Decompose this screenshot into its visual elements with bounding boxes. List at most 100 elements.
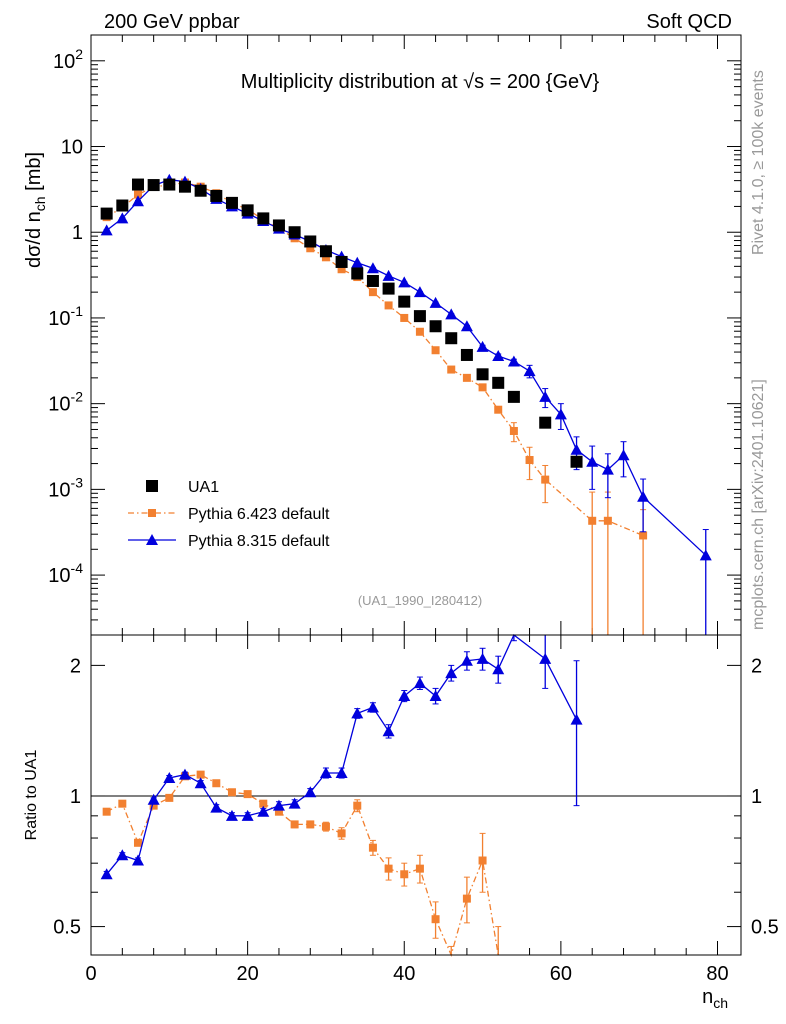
ratio-y-tick-label-right: 0.5 (751, 917, 779, 939)
data-point-ua1 (366, 274, 379, 287)
ratio-y-axis-label: Ratio to UA1 (23, 750, 40, 841)
data-point-pythia8 (586, 455, 599, 467)
data-point-pythia8 (382, 269, 395, 281)
data-point-pythia8 (257, 805, 270, 817)
data-point-pythia8 (492, 663, 505, 675)
data-point-pythia6 (588, 516, 597, 525)
data-point-pythia6 (384, 301, 393, 310)
data-point-pythia6 (259, 799, 268, 808)
data-point-pythia8 (429, 296, 442, 308)
data-point-pythia6 (337, 829, 346, 838)
data-point-pythia6 (400, 313, 409, 322)
data-point-ua1 (178, 180, 191, 193)
legend-marker-ua1 (146, 480, 158, 492)
data-point-pythia8 (241, 809, 254, 821)
data-point-ua1 (382, 282, 395, 295)
data-point-pythia8 (382, 725, 395, 737)
data-point-pythia6 (400, 870, 409, 879)
y-tick-label: 10 (61, 137, 83, 159)
data-point-ua1 (351, 267, 364, 280)
data-point-pythia8 (570, 443, 583, 455)
data-point-pythia6 (478, 383, 487, 392)
data-point-pythia8 (617, 449, 630, 461)
data-point-pythia6 (509, 426, 518, 435)
ratio-series (100, 633, 583, 957)
legend-item-pythia6: Pythia 6.423 default (128, 506, 330, 523)
data-point-pythia8 (413, 286, 426, 298)
data-point-ua1 (100, 207, 113, 220)
y-tick-label: 10-1 (48, 303, 83, 330)
data-point-pythia8 (476, 340, 489, 352)
data-point-pythia8 (445, 308, 458, 320)
data-point-pythia8 (163, 772, 176, 784)
data-point-ua1 (507, 390, 520, 403)
data-point-pythia8 (699, 549, 712, 561)
ratio-y-tick-label-right: 1 (751, 786, 762, 808)
data-point-pythia6 (494, 405, 503, 414)
data-point-pythia8 (554, 408, 567, 420)
data-point-pythia8 (351, 256, 364, 268)
data-point-pythia8 (210, 801, 223, 813)
data-point-ua1 (398, 295, 411, 308)
data-point-pythia8 (319, 766, 332, 778)
data-point-ua1 (131, 178, 144, 191)
data-point-pythia8 (539, 390, 552, 402)
data-point-ua1 (288, 226, 301, 239)
ratio-panel: Ratio to UA1 0 20 40 60 80 0.5 0.5 1 1 2 2 (23, 633, 779, 985)
data-point-pythia6 (541, 475, 550, 484)
data-point-ua1 (163, 178, 176, 191)
data-point-pythia8 (492, 349, 505, 361)
data-point-pythia6 (306, 244, 315, 253)
data-point-ua1 (257, 212, 270, 225)
y-tick-label: 10-2 (48, 389, 83, 416)
data-point-ua1 (304, 235, 317, 248)
x-tick-label: 0 (85, 963, 96, 985)
data-point-ua1 (429, 320, 442, 333)
y-axis-label: dσ/d nch [mb] (23, 152, 48, 268)
data-point-ua1 (147, 179, 160, 192)
data-point-pythia6 (212, 779, 221, 788)
data-point-ua1 (445, 332, 458, 345)
data-point-pythia6 (431, 346, 440, 355)
data-point-pythia6 (462, 373, 471, 382)
data-point-pythia6 (133, 190, 142, 199)
data-point-pythia6 (196, 770, 205, 779)
legend-item-ua1: UA1 (146, 479, 219, 496)
x-tick-label: 60 (550, 963, 572, 985)
data-point-pythia6 (149, 801, 158, 810)
data-point-pythia8 (178, 768, 191, 780)
data-point-pythia6 (368, 843, 377, 852)
main-title: Multiplicity distribution at √s = 200 {G… (241, 71, 600, 93)
data-point-pythia8 (194, 777, 207, 789)
data-point-pythia8 (570, 713, 583, 725)
legend-label-pythia8: Pythia 8.315 default (188, 533, 330, 550)
x-tick-label: 40 (393, 963, 415, 985)
data-point-pythia8 (523, 365, 536, 377)
data-point-ua1 (225, 196, 238, 209)
ratio-y-tick-label: 2 (70, 655, 81, 677)
data-point-pythia6 (368, 288, 377, 297)
header-left: 200 GeV ppbar (104, 11, 240, 33)
data-point-pythia8 (100, 224, 113, 236)
mcplots-label: mcplots.cern.ch [arXiv:2401.10621] (750, 379, 767, 630)
rivet-label: Rivet 4.1.0, ≥ 100k events (750, 70, 767, 255)
data-point-pythia6 (337, 265, 346, 274)
ratio-plot-frame (90, 634, 742, 956)
data-point-pythia6 (290, 820, 299, 829)
data-point-ua1 (335, 255, 348, 268)
data-point-pythia6 (525, 456, 534, 465)
data-point-pythia6 (478, 856, 487, 865)
main-panel: Multiplicity distribution at √s = 200 {G… (23, 34, 742, 636)
legend-marker-pythia8 (146, 534, 158, 545)
data-point-pythia8 (413, 677, 426, 689)
data-point-pythia8 (460, 320, 473, 332)
data-point-pythia8 (398, 276, 411, 288)
legend-label-ua1: UA1 (188, 479, 219, 496)
data-point-pythia6 (227, 788, 236, 797)
data-point-ua1 (570, 455, 583, 468)
data-point-ua1 (319, 245, 332, 258)
main-series (100, 173, 712, 635)
data-point-pythia8 (225, 809, 238, 821)
data-point-pythia6 (603, 516, 612, 525)
